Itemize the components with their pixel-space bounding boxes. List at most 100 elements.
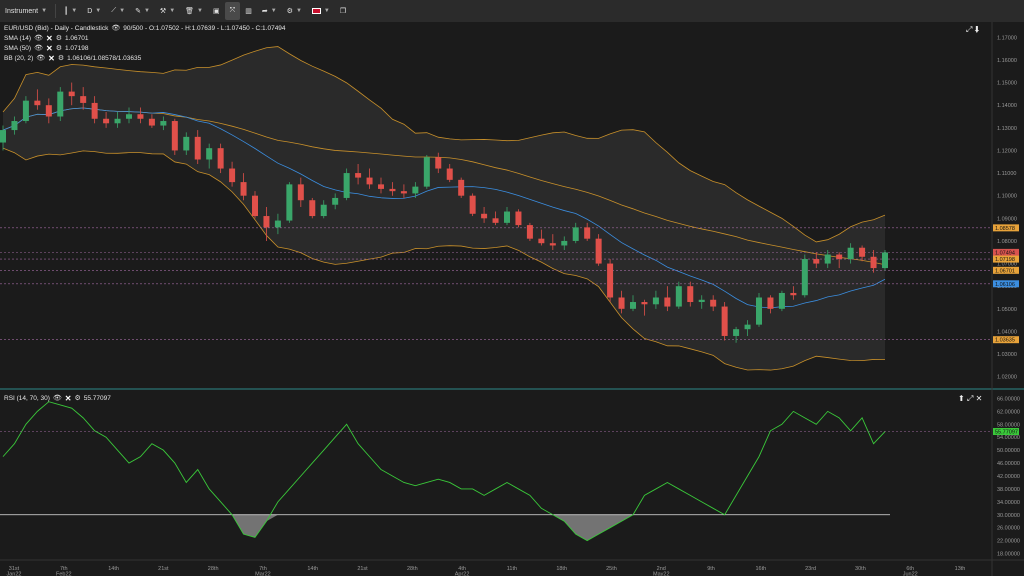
expand-icon[interactable]: ⤢ <box>966 25 973 34</box>
indicators-button[interactable]: ▥ <box>240 2 257 20</box>
bollinger-band-fill <box>3 46 885 371</box>
timeframe-selector[interactable]: D ▼ <box>82 2 106 20</box>
rsi-axis-tick: 38.00000 <box>997 487 1020 493</box>
candle-bull <box>756 297 762 325</box>
candle-bull <box>332 197 339 205</box>
date-label-month: Jan22 <box>7 572 22 576</box>
flag-icon <box>311 8 321 14</box>
candle-bear <box>446 168 453 180</box>
close-icon[interactable]: ✕ <box>64 394 72 403</box>
candle-bull <box>57 91 64 117</box>
candle-bull <box>206 148 213 160</box>
instrument-selector[interactable]: Instrument ▼ <box>0 2 52 20</box>
price-tag-label: 1.07494 <box>995 250 1015 256</box>
chevron-down-icon: ▼ <box>143 8 150 14</box>
eye-icon[interactable]: 👁 <box>111 25 121 32</box>
trash-button[interactable]: 🗑 ▼ <box>180 2 208 20</box>
candle-bull <box>0 130 6 143</box>
chevron-down-icon: ▼ <box>169 8 176 14</box>
trash-icon: 🗑 <box>185 8 195 15</box>
date-label: 14th <box>307 566 318 572</box>
eye-icon[interactable]: 👁 <box>34 35 43 42</box>
candle-bear <box>355 173 362 178</box>
candle-bear <box>366 177 373 185</box>
gear-icon[interactable]: ⚙ <box>55 35 62 42</box>
candle-bull <box>183 136 190 151</box>
rsi-panel-controls: ⬆ ⤢ ✕ <box>958 394 982 404</box>
date-label: 31st <box>9 566 20 572</box>
gear-icon[interactable]: ⚙ <box>55 45 62 52</box>
candle-bear <box>34 100 41 106</box>
fit-button[interactable]: ⤧ <box>224 2 241 20</box>
candle-bull <box>801 259 808 296</box>
move-up-icon[interactable]: ⬆ <box>958 394 965 403</box>
expand-icon[interactable]: ⤢ <box>966 394 974 403</box>
close-icon[interactable]: ✕ <box>45 44 53 53</box>
close-icon[interactable]: ✕ <box>48 54 55 63</box>
close-panel-icon[interactable]: ✕ <box>975 394 983 403</box>
candle-bull <box>343 173 350 198</box>
price-axis-tick: 1.17000 <box>997 35 1017 41</box>
candle-bear <box>400 191 407 194</box>
toolbar: Instrument ▼ ┃ ▼ D ▼ ⟋ ▼ ✎ ▼ ⚒ ▼ 🗑 ▼ ▣ ⤧ ▥ ➦ ▼ ⚙… <box>0 0 1024 23</box>
sma14-legend: SMA (14) 👁 ✕ ⚙ 1.06701 <box>4 34 286 44</box>
candle-bull <box>504 211 510 223</box>
candle-bear <box>137 114 144 119</box>
price-axis-tick: 1.11000 <box>997 171 1016 177</box>
candle-bear <box>618 297 625 309</box>
close-icon[interactable]: ✕ <box>45 34 53 43</box>
tools-icon: ⚒ <box>159 8 167 15</box>
chevron-down-icon: ▼ <box>270 8 277 14</box>
tools-button[interactable]: ⚒ ▼ <box>155 2 180 20</box>
candle-bear <box>91 102 98 119</box>
candle-bull <box>882 252 888 269</box>
date-label: 23rd <box>805 566 816 572</box>
sma50-legend: SMA (50) 👁 ✕ ⚙ 1.07198 <box>4 44 286 54</box>
eye-icon[interactable]: 👁 <box>34 45 43 52</box>
settings-button[interactable]: ⚙ ▼ <box>282 2 307 20</box>
date-label: 28th <box>208 566 219 572</box>
gear-icon[interactable]: ⚙ <box>74 395 81 402</box>
price-chart[interactable]: 1.17000 1.16000 1.15000 1.14000 1.13000 1.120… <box>0 22 1024 576</box>
price-axis-tick: 1.02000 <box>997 375 1017 381</box>
candle-bull <box>126 114 132 119</box>
candle-bear <box>481 213 488 219</box>
instrument-label: Instrument <box>5 7 39 15</box>
price-tag <box>993 255 1019 263</box>
price-axis-tick: 1.09000 <box>997 216 1017 222</box>
brush-button[interactable]: ✎ ▼ <box>130 2 155 20</box>
eye-icon[interactable]: 👁 <box>52 395 62 402</box>
candle-bear <box>790 292 797 296</box>
chevron-down-icon: ▼ <box>323 8 330 14</box>
rsi-tag-label: 55.77097 <box>995 430 1018 436</box>
price-axis-tick: 1.16000 <box>997 58 1017 64</box>
instrument-title: EUR/USD (Bid) - Daily - Candlestick <box>4 25 109 32</box>
sma50-value: 1.07198 <box>64 45 89 52</box>
share-button[interactable]: ➦ ▼ <box>257 2 282 20</box>
move-down-icon[interactable]: ⬇ <box>974 25 980 34</box>
drawing-line-button[interactable]: ⟋ ▼ <box>106 2 130 20</box>
candle-bear <box>378 184 384 189</box>
eye-icon[interactable]: 👁 <box>36 55 46 62</box>
layout-icon: ▣ <box>212 8 220 15</box>
date-label-month: Apr22 <box>455 572 470 576</box>
rsi-axis-tick: 22.00000 <box>997 539 1020 545</box>
date-label-month: Jun22 <box>903 572 918 576</box>
rsi-legend: RSI (14, 70, 30) 👁 ✕ ⚙ 55.77097 <box>4 394 111 404</box>
date-label: 25th <box>606 566 617 572</box>
candle-bear <box>767 297 774 309</box>
rsi-axis-tick: 18.00000 <box>997 552 1020 558</box>
bb-legend: BB (20, 2) 👁 ✕ ⚙ 1.06106/1.08578/1.03635 <box>4 54 286 64</box>
popout-button[interactable]: ❐ <box>335 2 351 20</box>
candle-bear <box>859 247 866 257</box>
date-label: 4th <box>458 566 466 572</box>
layout-button[interactable]: ▣ <box>208 2 225 20</box>
gear-icon[interactable]: ⚙ <box>57 55 65 62</box>
candle-bull <box>160 121 167 126</box>
rsi-axis-tick: 42.00000 <box>997 474 1020 480</box>
price-tag-label: 1.03635 <box>995 338 1015 344</box>
candle-bull <box>698 299 705 303</box>
chart-type-button[interactable]: ┃ ▼ <box>59 2 82 20</box>
date-label-month: Feb22 <box>56 572 72 576</box>
language-button[interactable]: ▼ <box>307 2 335 20</box>
